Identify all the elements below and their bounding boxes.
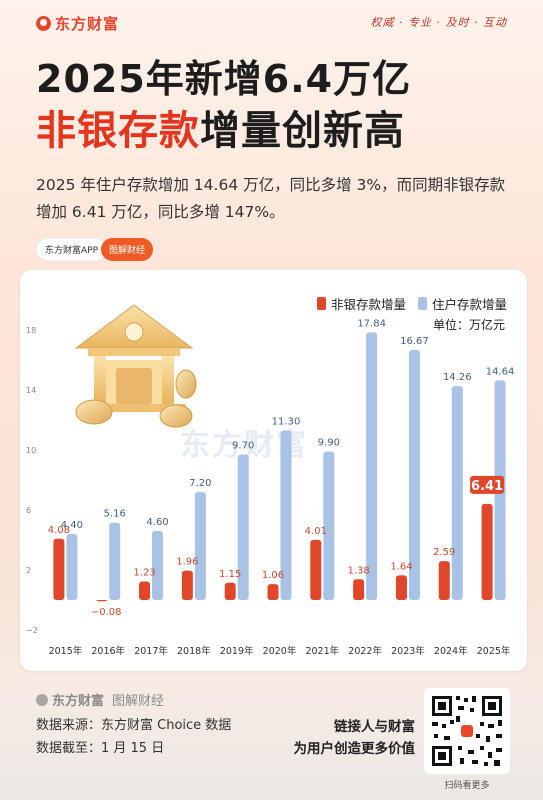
footer-slogan-line2: 为用户创造更多价值 — [293, 741, 416, 757]
tujie-tag[interactable]: 图解财经 — [101, 238, 154, 261]
chart-card: 东方财富 −2 2 6 10 14 18 4.08 4.40 2015年 −0.08 5.16 201… — [20, 270, 527, 671]
y-tick-label: 2 — [26, 566, 31, 575]
x-tick-label: 2016年 — [91, 645, 125, 657]
value-label-household: 16.67 — [400, 336, 429, 347]
value-label-household: 9.90 — [318, 438, 340, 449]
bar-nonbank — [96, 600, 108, 602]
unit-label: 单位：万亿元 — [432, 318, 505, 332]
header: 东方财富 权威 · 专业 · 及时 · 互动 — [0, 0, 543, 36]
x-tick-label: 2015年 — [49, 645, 83, 657]
bar-nonbank — [353, 579, 365, 600]
value-label-household: 7.20 — [189, 478, 211, 489]
qr-code[interactable] — [424, 688, 510, 774]
value-label-nonbank: 4.01 — [305, 526, 327, 537]
bar-nonbank — [395, 575, 407, 600]
footer-slogan-line1: 链接人与财富 — [334, 719, 415, 735]
value-label-nonbank: 2.59 — [433, 547, 455, 558]
value-label-household: 11.30 — [272, 417, 301, 428]
footer-brand-name: 东方财富 — [52, 694, 105, 709]
logo-text: 东方财富 — [55, 15, 120, 33]
tag-row: 东方财富APP 图解财经 — [36, 238, 154, 261]
footer-brand-sub: 图解财经 — [112, 694, 165, 709]
highlight-label-box — [470, 475, 505, 494]
y-tick-label: 18 — [26, 326, 36, 335]
app-tag[interactable]: 东方财富APP — [36, 238, 108, 261]
data-source: 数据来源：东方财富 Choice 数据 — [36, 718, 232, 733]
x-tick-label: 2021年 — [305, 645, 339, 657]
value-label-household: 4.40 — [61, 520, 83, 531]
x-tick-label: 2017年 — [134, 645, 168, 657]
qr-caption: 扫码看更多 — [444, 781, 490, 791]
value-label-nonbank: 6.41 — [471, 479, 503, 494]
x-tick-label: 2023年 — [391, 645, 425, 657]
bar-household — [366, 332, 378, 600]
bar-chart: −2 2 6 10 14 18 4.084.40 2015年 −0.08 5.16 2016年 1.2… — [26, 318, 515, 657]
headline-rest: 增量创新高 — [200, 108, 405, 154]
value-label-nonbank: −0.08 — [91, 607, 122, 618]
headline-line-1: 2025年新增6.4万亿 — [36, 57, 412, 101]
value-label-nonbank: 1.64 — [390, 561, 412, 572]
value-label-nonbank: 1.15 — [219, 569, 241, 580]
bank-illustration — [64, 300, 204, 430]
headline-line-2: 非银存款增量创新高 — [36, 98, 405, 156]
bar-household — [280, 430, 292, 600]
x-tick-label: 2019年 — [220, 645, 254, 657]
bar-household — [408, 349, 420, 600]
x-tick-label: 2025年 — [477, 645, 511, 657]
headline-highlight: 非银存款 — [36, 108, 200, 154]
bar-nonbank — [181, 570, 193, 600]
legend-item-household[interactable]: 住户存款增量 — [417, 294, 507, 313]
value-label-nonbank: 1.23 — [133, 568, 155, 579]
value-label-household: 17.84 — [357, 318, 386, 329]
header-slogan: 权威 · 专业 · 及时 · 互动 — [370, 16, 507, 29]
data-cutoff: 数据截至：1 月 15 日 — [36, 741, 165, 756]
bar-nonbank — [267, 584, 279, 600]
bar-nonbank — [438, 561, 450, 600]
y-tick-label: 6 — [26, 506, 31, 515]
bar-nonbank — [481, 503, 493, 600]
value-label-nonbank: 1.96 — [176, 557, 198, 568]
bar-household — [237, 454, 249, 600]
bar-nonbank — [53, 538, 65, 600]
legend-swatch-nonbank — [316, 297, 326, 310]
value-label-nonbank: 4.08 — [48, 525, 70, 536]
x-tick-label: 2024年 — [434, 645, 468, 657]
value-label-nonbank: 1.38 — [348, 565, 370, 576]
bar-nonbank — [139, 581, 151, 600]
legend-item-nonbank[interactable]: 非银存款增量 — [316, 294, 406, 313]
value-label-household: 9.70 — [232, 441, 254, 452]
footer-logo-icon — [36, 693, 48, 706]
value-label-household: 14.64 — [486, 366, 515, 377]
legend-swatch-household — [417, 297, 427, 310]
value-label-household: 4.60 — [146, 517, 168, 528]
legend-label-household: 住户存款增量 — [431, 297, 507, 312]
brand-logo[interactable]: 东方财富 — [36, 13, 119, 34]
y-tick-label: −2 — [26, 626, 38, 635]
x-tick-label: 2022年 — [348, 645, 382, 657]
bar-household — [451, 386, 463, 600]
bar-household — [194, 492, 206, 600]
value-label-household: 5.16 — [104, 509, 126, 520]
y-tick-label: 14 — [26, 386, 36, 395]
y-tick-label: 10 — [26, 446, 36, 455]
bar-household — [109, 522, 121, 600]
bar-nonbank — [224, 582, 236, 600]
x-tick-label: 2018年 — [177, 645, 211, 657]
bar-nonbank — [310, 539, 322, 600]
value-label-household: 14.26 — [443, 372, 472, 383]
description: 2025 年住户存款增加 14.64 万亿，同比多增 3%，而同期非银存款增加 … — [36, 176, 506, 221]
footer-brand: 东方财富 图解财经 — [36, 690, 164, 709]
footer-slogan: 链接人与财富 为用户创造更多价值 — [294, 716, 416, 760]
legend-label-nonbank: 非银存款增量 — [330, 297, 406, 312]
value-label-nonbank: 1.06 — [262, 570, 284, 581]
bar-household — [152, 531, 164, 600]
bar-household — [66, 534, 78, 600]
bar-household — [323, 451, 335, 600]
chart-legend: 非银存款增量 住户存款增量 — [305, 294, 507, 313]
logo-icon — [36, 16, 51, 31]
x-tick-label: 2020年 — [263, 645, 297, 657]
